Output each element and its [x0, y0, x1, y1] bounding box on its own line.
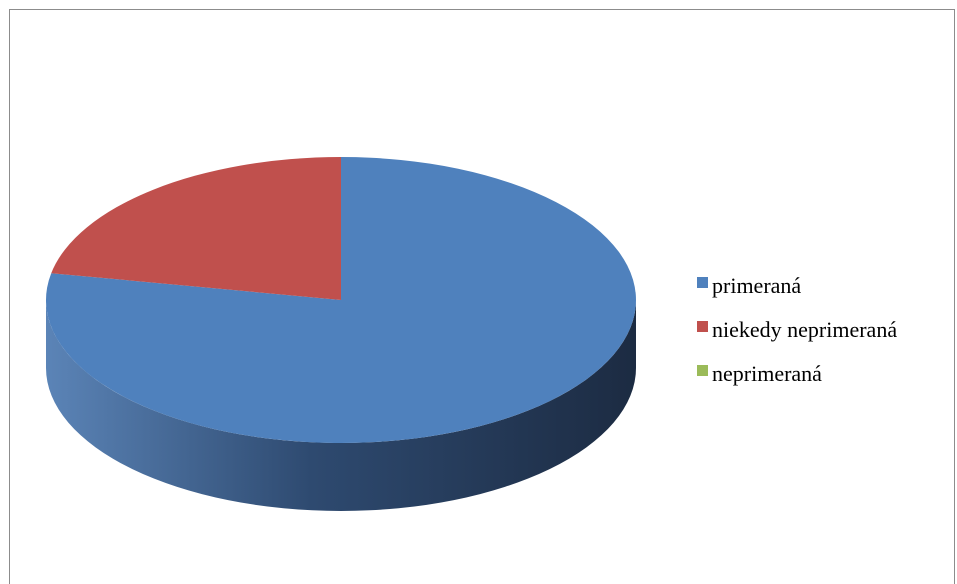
- pie-slice-1: [45, 157, 636, 443]
- legend-swatch-3: [697, 365, 708, 376]
- pie-slices: [45, 157, 636, 443]
- legend-label-2: niekedy neprimeraná: [712, 317, 897, 342]
- pie-slice-2: [51, 157, 342, 300]
- legend-swatch-2: [697, 321, 708, 332]
- legend-label-1: primeraná: [712, 273, 801, 298]
- legend: primeraná niekedy neprimeraná neprimeraná: [697, 273, 897, 386]
- pie-3d-side: [46, 300, 636, 511]
- pie-side-wall: [46, 300, 636, 511]
- legend-label-3: neprimeraná: [712, 361, 822, 386]
- legend-swatch-1: [697, 277, 708, 288]
